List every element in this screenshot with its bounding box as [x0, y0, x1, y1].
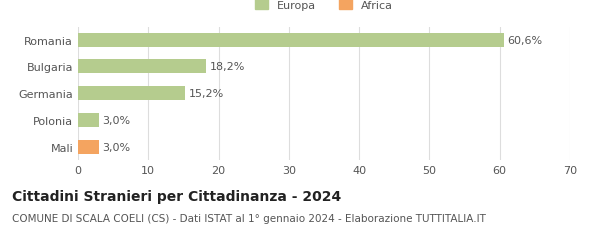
Bar: [78, 33, 504, 47]
Text: Cittadini Stranieri per Cittadinanza - 2024: Cittadini Stranieri per Cittadinanza - 2…: [12, 189, 341, 203]
Bar: [78, 114, 99, 128]
Text: COMUNE DI SCALA COELI (CS) - Dati ISTAT al 1° gennaio 2024 - Elaborazione TUTTIT: COMUNE DI SCALA COELI (CS) - Dati ISTAT …: [12, 213, 486, 223]
Text: 18,2%: 18,2%: [209, 62, 245, 72]
Text: 3,0%: 3,0%: [103, 142, 131, 152]
Text: 3,0%: 3,0%: [103, 116, 131, 125]
Text: 60,6%: 60,6%: [508, 35, 542, 45]
Legend: Europa, Africa: Europa, Africa: [251, 0, 397, 15]
Text: 15,2%: 15,2%: [188, 89, 224, 99]
Bar: [78, 60, 206, 74]
Bar: [78, 140, 99, 154]
Bar: [78, 87, 185, 101]
